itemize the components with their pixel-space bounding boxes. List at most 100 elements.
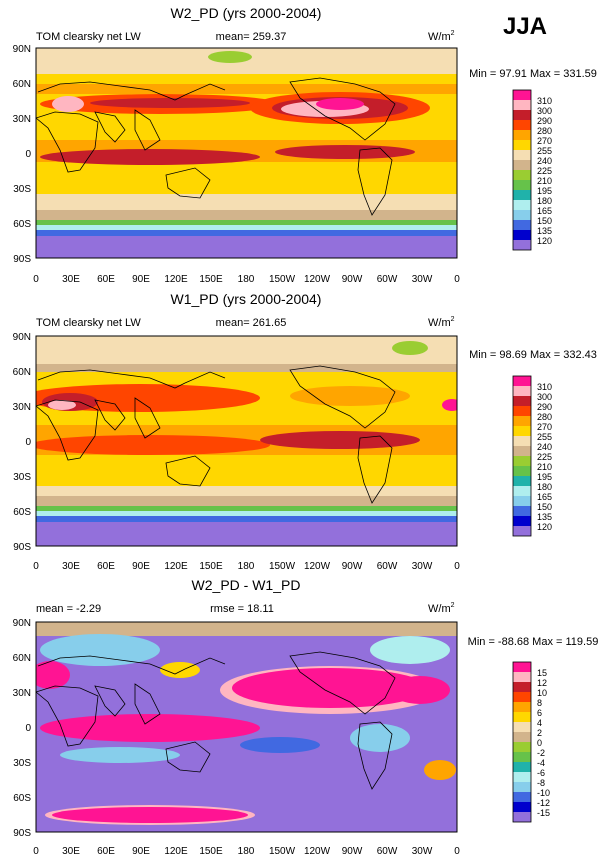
- panel-1-mean: mean= 259.37: [216, 31, 287, 43]
- panel-1-band-south: [36, 176, 457, 194]
- panel-1-xtick: 0: [454, 274, 460, 285]
- panel-3-cb-frame: [512, 661, 532, 823]
- panel-3-xtick: 90W: [342, 846, 363, 857]
- panel-3-atl-orange: [424, 760, 456, 780]
- panel-2-cb-swatch: [513, 506, 531, 516]
- panel-1-cb-swatch: [513, 180, 531, 190]
- panel-1-green-patch: [208, 51, 252, 63]
- panel-2-xtick: 120E: [164, 561, 188, 572]
- panel-2-ytick: 30N: [13, 402, 31, 413]
- panel-1-cb-swatch: [513, 200, 531, 210]
- panel-1-xtick: 60E: [97, 274, 115, 285]
- panel-3-cb-label: -12: [537, 798, 550, 808]
- panel-3-cb-label: 6: [537, 708, 542, 718]
- panel-2-cb-swatch: [513, 516, 531, 526]
- panel-1-antarctica: [36, 236, 457, 258]
- panel-2-band-65s: [36, 516, 457, 522]
- panel-2-cb-swatch: [513, 386, 531, 396]
- panel-1-xtick: 120W: [304, 274, 331, 285]
- panel-2-cb-label: 165: [537, 492, 552, 502]
- panel-3-xtick: 30W: [412, 846, 433, 857]
- panel-2-xtick: 0: [33, 561, 39, 572]
- panel-3-xtick: 90E: [132, 846, 150, 857]
- panel-3-xtick: 60E: [97, 846, 115, 857]
- panel-2-cb-label: 300: [537, 392, 552, 402]
- panel-1-cb-swatch: [513, 150, 531, 160]
- panel-2-cb-swatch: [513, 436, 531, 446]
- panel-1-colorbar: 310 300 290 280 270 255 240 225 210 195 …: [512, 89, 552, 251]
- panel-2-cb-label: 270: [537, 422, 552, 432]
- panel-1-ytick: 30S: [13, 184, 31, 195]
- panel-1-xtick: 150E: [199, 274, 223, 285]
- panel-3-xtick: 150E: [199, 846, 223, 857]
- panel-2-band-arctic: [36, 336, 457, 364]
- panel-2-east-pink: [442, 399, 457, 411]
- panel-1-cb-label: 290: [537, 116, 552, 126]
- panel-2-eq-east: [260, 431, 420, 449]
- panel-3-minmax: Min = -88.68 Max = 119.59: [468, 636, 599, 648]
- panel-3-asia-yellow: [160, 662, 200, 678]
- panel-3-cb-swatch: [513, 722, 531, 732]
- panel-3-colorbar: 15 12 10 8 6 4 2 0 -2 -4 -6 -8 -10 -12 -…: [512, 661, 550, 823]
- panel-2-antarctica: [36, 522, 457, 546]
- panel-1-xtick: 150W: [269, 274, 296, 285]
- panel-2-xtick: 180: [238, 561, 255, 572]
- panel-1-cb-label: 270: [537, 136, 552, 146]
- panel-1-ytick: 30N: [13, 114, 31, 125]
- panel-3-ytick: 90N: [13, 618, 31, 629]
- panel-1-ytick: 90S: [13, 254, 31, 265]
- panel-2-ytick: 60S: [13, 507, 31, 518]
- panel-2-cb-label: 210: [537, 462, 552, 472]
- panel-2-xtick: 0: [454, 561, 460, 572]
- season-label: JJA: [503, 13, 547, 40]
- panel-3-xtick: 30E: [62, 846, 80, 857]
- panel-2: W1_PD (yrs 2000-2004) TOM clearsky net L…: [13, 291, 597, 572]
- panel-3-cb-swatch: [513, 812, 531, 822]
- panel-1-band-65s: [36, 230, 457, 236]
- panel-1-cb-label: 210: [537, 176, 552, 186]
- panel-1-x-axis: 0 30E 60E 90E 120E 150E 180 150W 120W 90…: [33, 274, 460, 285]
- panel-3-ytick: 30S: [13, 758, 31, 769]
- panel-1-xtick: 30E: [62, 274, 80, 285]
- panel-3-cb-label: 15: [537, 668, 547, 678]
- panel-2-band-south: [36, 470, 457, 486]
- panel-1-eq-red-east: [275, 145, 415, 159]
- panel-1-xtick: 60W: [377, 274, 398, 285]
- panel-1-band-arctic: [36, 48, 457, 74]
- panel-2-units: W/m2: [428, 316, 455, 329]
- panel-1-frame: [35, 47, 458, 259]
- panel-2-xtick: 150W: [269, 561, 296, 572]
- panel-1-cb-swatch: [513, 220, 531, 230]
- panel-1-xtick: 120E: [164, 274, 188, 285]
- panel-2-cb-label: 240: [537, 442, 552, 452]
- panel-2-band-60s: [36, 511, 457, 516]
- panel-3-cb-swatch: [513, 692, 531, 702]
- panel-1-cb-swatch: [513, 130, 531, 140]
- panel-2-cb-swatch: [513, 416, 531, 426]
- panel-3-cb-label: 10: [537, 688, 547, 698]
- panel-1-cb-label: 180: [537, 196, 552, 206]
- panel-2-units-text: W/m: [428, 317, 451, 329]
- panel-3-sa-blue: [350, 724, 410, 752]
- panel-3-indian-pink: [40, 714, 260, 742]
- panel-3-antarctic-pink: [52, 807, 248, 823]
- panel-1-cb-label: 195: [537, 186, 552, 196]
- panel-1-cb-label: 150: [537, 216, 552, 226]
- panel-2-xtick: 30W: [412, 561, 433, 572]
- panel-1-cb-swatch: [513, 170, 531, 180]
- panel-2-cb-label: 150: [537, 502, 552, 512]
- panel-2-mean: mean= 261.65: [216, 317, 287, 329]
- panel-3-cb-label: -6: [537, 768, 545, 778]
- panel-2-cb-label: 120: [537, 522, 552, 532]
- panel-1-cb-label: 300: [537, 106, 552, 116]
- panel-2-cb-swatch: [513, 466, 531, 476]
- panel-2-cb-label: 135: [537, 512, 552, 522]
- panel-2-xtick: 30E: [62, 561, 80, 572]
- panel-1-coastlines: [36, 77, 396, 216]
- panel-1-cb-frame: [512, 89, 532, 251]
- panel-3-cb-label: -4: [537, 758, 545, 768]
- panel-2-pacific-orange: [290, 386, 410, 406]
- panel-1-cb-label: 255: [537, 146, 552, 156]
- panel-2-sahara-pink: [48, 400, 76, 410]
